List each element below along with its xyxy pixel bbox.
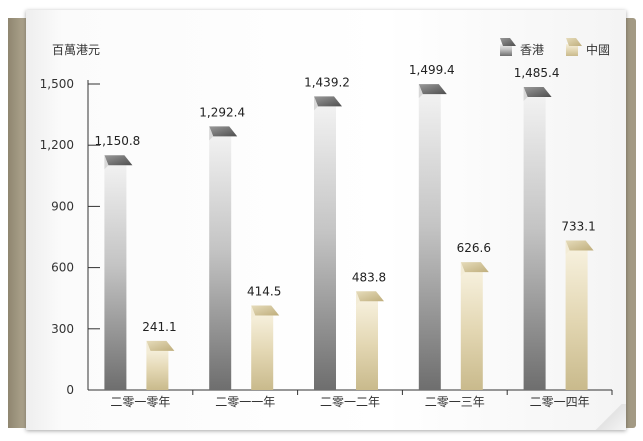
x-category-label: 二零一零年 [110,395,170,409]
bar-value-label: 733.1 [561,219,595,233]
y-tick-label: 0 [66,383,74,397]
bar-hk [418,92,441,390]
bar-cap-shade [418,84,423,99]
bar-value-label: 1,292.4 [199,105,245,119]
bar-cap [418,84,447,95]
legend-label: 香港 [520,43,544,57]
bar-hk [104,163,127,390]
legend-swatch-cap [500,38,516,46]
bar-cap [209,126,238,137]
bar-cap [104,155,133,166]
legend-swatch-cap [566,38,582,46]
chart-legend: 香港 中國 [500,38,610,57]
legend-swatch [500,44,512,56]
chart-labels: 1,150.8 241.1 1,292.4 414.5 1,439.2 483.8 1,49… [94,63,595,334]
bar-cn [146,348,169,390]
bar-cn [460,270,483,390]
legend-swatch [566,44,578,56]
bar-cn [251,313,274,390]
x-category-label: 二零一四年 [530,395,590,409]
y-tick-label: 1,200 [40,138,74,152]
bar-cap [251,305,280,316]
bar-cap-shade [460,262,465,277]
bar-cap [565,240,594,251]
x-category-label: 二零一三年 [425,395,485,409]
bar-cap [146,340,175,351]
bar-cap-shade [356,291,360,306]
x-category-label: 二零一二年 [320,395,380,409]
bar-value-label: 1,499.4 [409,63,455,77]
bar-value-label: 1,485.4 [514,66,560,80]
chart-bars [104,84,594,391]
bar-cap-shade [251,305,256,320]
bar-cap-shade [146,340,151,355]
bar-hk [523,94,546,391]
x-category-label: 二零一一年 [215,395,275,409]
bar-cap-shade [104,155,109,170]
page-curl [590,404,626,430]
bar-cap [460,262,489,273]
bar-cap [523,86,552,97]
chart-axes: 0 300 600 900 1,200 1,500 二零一零年 二零一一年 二零一二年 二零一三年… [40,77,613,409]
bar-value-label: 414.5 [247,284,281,298]
bar-cap-shade [565,240,570,255]
y-tick-label: 300 [51,322,74,336]
bar-cn [356,299,378,390]
y-axis-unit-label: 百萬港元 [52,43,100,57]
legend-label: 中國 [586,42,610,57]
bar-cap-shade [209,126,214,141]
bar-cap-shade [314,96,318,111]
bar-value-label: 483.8 [352,270,386,284]
bar-cap-shade [523,86,528,101]
bar-value-label: 1,150.8 [94,134,140,148]
bar-value-label: 626.6 [457,241,491,255]
y-tick-label: 900 [51,199,74,213]
y-tick-label: 600 [51,261,74,275]
bar-hk [209,134,232,390]
bar-value-label: 1,439.2 [304,75,350,89]
bar-value-label: 241.1 [142,320,176,334]
y-tick-label: 1,500 [40,77,74,91]
bar-cn [565,248,588,390]
bar-cap [356,291,384,302]
bar-cap [314,96,342,107]
book-spine [8,18,28,428]
bar-hk [314,104,336,390]
